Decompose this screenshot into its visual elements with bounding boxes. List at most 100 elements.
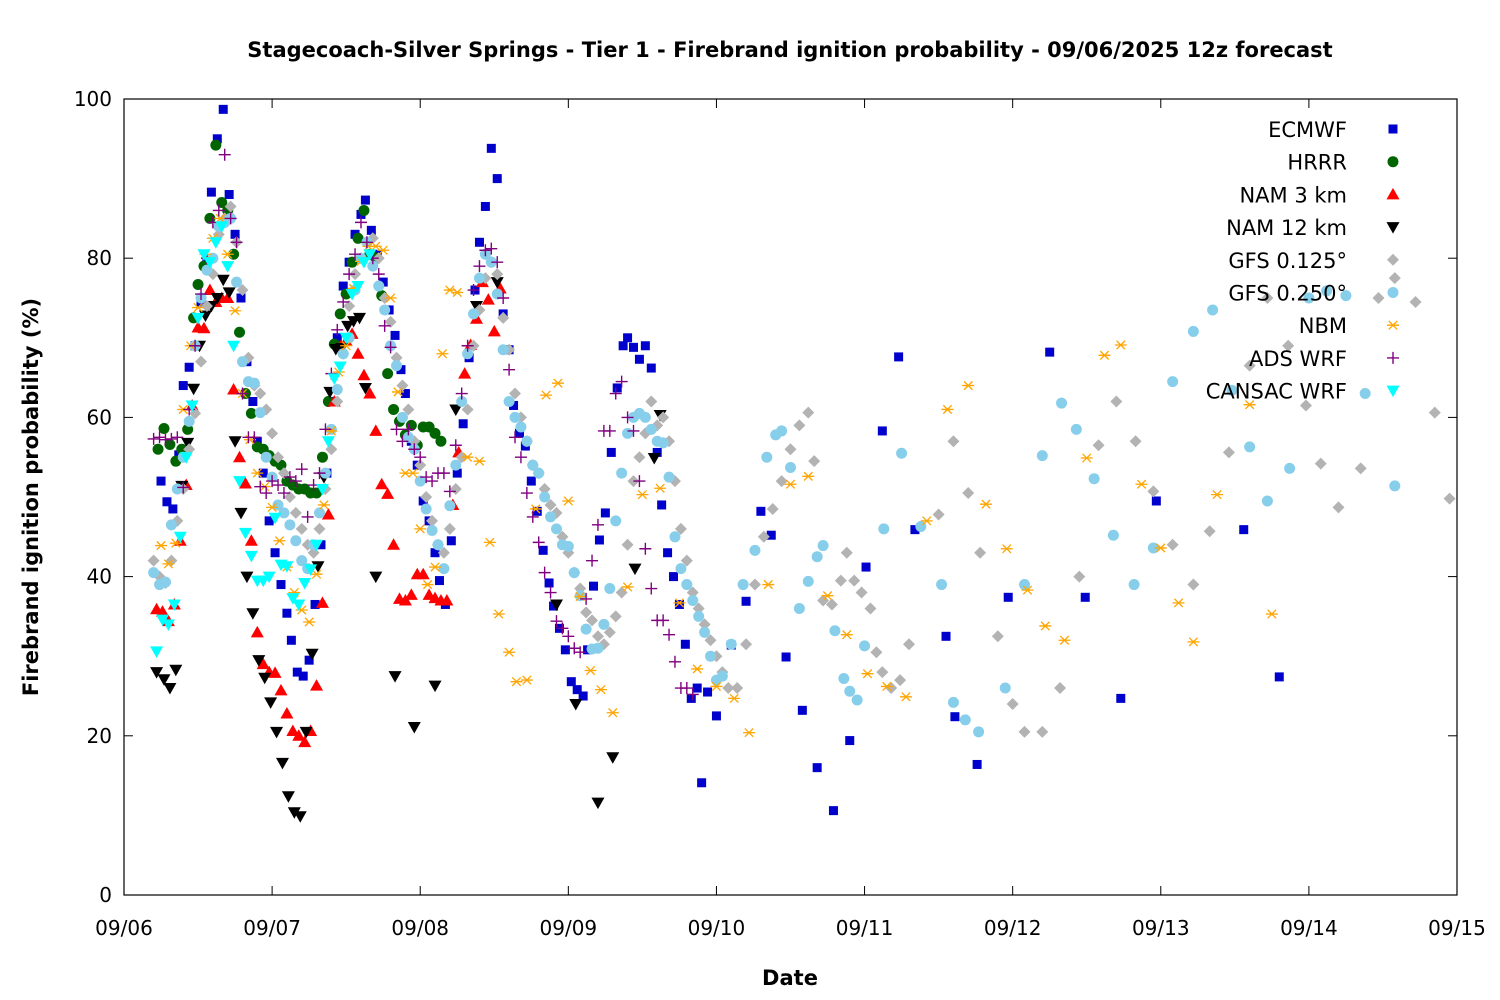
data-point [434, 576, 444, 586]
data-point [177, 481, 190, 494]
x-tick-label: 09/10 [688, 916, 746, 940]
data-point [932, 508, 945, 521]
data-point [414, 524, 427, 534]
data-point [458, 419, 468, 429]
data-point [1332, 501, 1345, 514]
data-point [692, 683, 702, 693]
data-point [621, 411, 634, 424]
data-point [260, 451, 272, 463]
data-point [358, 382, 372, 395]
data-point [314, 507, 326, 519]
data-point [311, 561, 325, 573]
data-point [443, 485, 456, 498]
data-point [284, 519, 296, 531]
data-point [165, 432, 178, 445]
data-point [645, 423, 657, 435]
data-point [449, 439, 462, 452]
data-point [802, 406, 815, 419]
legend-label: GFS 0.250° [1228, 282, 1347, 306]
data-point [740, 638, 753, 651]
data-point [741, 596, 751, 606]
data-point [699, 626, 711, 638]
data-point [331, 384, 343, 396]
data-point [538, 483, 551, 496]
data-point [560, 645, 570, 655]
data-point [848, 574, 861, 587]
data-point [509, 387, 522, 400]
data-point [214, 213, 227, 224]
data-point [748, 578, 761, 591]
data-point [189, 339, 202, 352]
data-point [421, 579, 434, 590]
data-point [277, 467, 290, 480]
data-point [1073, 570, 1086, 583]
data-point [1187, 637, 1200, 647]
data-point [373, 280, 385, 292]
data-point [1226, 384, 1238, 396]
data-point [390, 330, 400, 340]
data-point [191, 312, 205, 325]
data-point [521, 435, 533, 447]
data-point [156, 476, 166, 486]
data-point [298, 671, 308, 681]
data-point [384, 315, 397, 328]
data-point [497, 292, 510, 304]
data-point [221, 291, 235, 303]
data-point [725, 638, 737, 650]
data-point [580, 606, 593, 619]
data-point [435, 435, 447, 447]
data-point [212, 204, 225, 217]
data-point [711, 711, 721, 721]
data-point [402, 431, 414, 443]
data-point [238, 527, 252, 540]
data-point [162, 559, 175, 569]
data-point [369, 571, 383, 584]
data-point [1088, 473, 1100, 485]
data-point [920, 516, 933, 526]
data-point [514, 428, 524, 438]
data-point [612, 383, 622, 393]
data-point [183, 415, 195, 427]
data-point [880, 681, 893, 692]
data-point [580, 592, 593, 605]
data-point [268, 666, 282, 678]
data-point [444, 500, 456, 512]
data-point [273, 536, 286, 546]
data-point [185, 400, 199, 412]
data-point [426, 514, 439, 527]
data-point [1244, 441, 1256, 453]
x-tick-label: 09/14 [1280, 916, 1338, 940]
data-point [474, 237, 484, 247]
data-point [497, 344, 509, 356]
data-point [147, 432, 160, 445]
data-point [972, 759, 982, 769]
data-point [345, 289, 359, 301]
data-point [540, 390, 553, 400]
data-point [722, 682, 735, 695]
x-tick-label: 09/06 [95, 916, 153, 940]
data-point [527, 459, 539, 471]
data-point [316, 540, 326, 550]
data-point [384, 341, 397, 354]
data-point [181, 437, 195, 450]
data-point [589, 581, 599, 591]
data-point [910, 525, 920, 535]
data-point [396, 411, 408, 423]
data-point [1243, 400, 1256, 410]
data-point [443, 522, 456, 535]
data-point [148, 567, 160, 579]
data-point [681, 579, 693, 591]
data-point [486, 143, 496, 153]
data-point [749, 544, 761, 556]
data-point [210, 139, 222, 151]
data-point [446, 536, 456, 546]
data-point [562, 630, 575, 643]
data-point [298, 735, 312, 748]
data-point [392, 387, 405, 397]
data-point [705, 650, 717, 662]
data-point [844, 685, 856, 697]
data-point [603, 626, 616, 639]
data-point [349, 248, 362, 261]
data-point [1098, 350, 1111, 360]
data-point [569, 698, 583, 711]
